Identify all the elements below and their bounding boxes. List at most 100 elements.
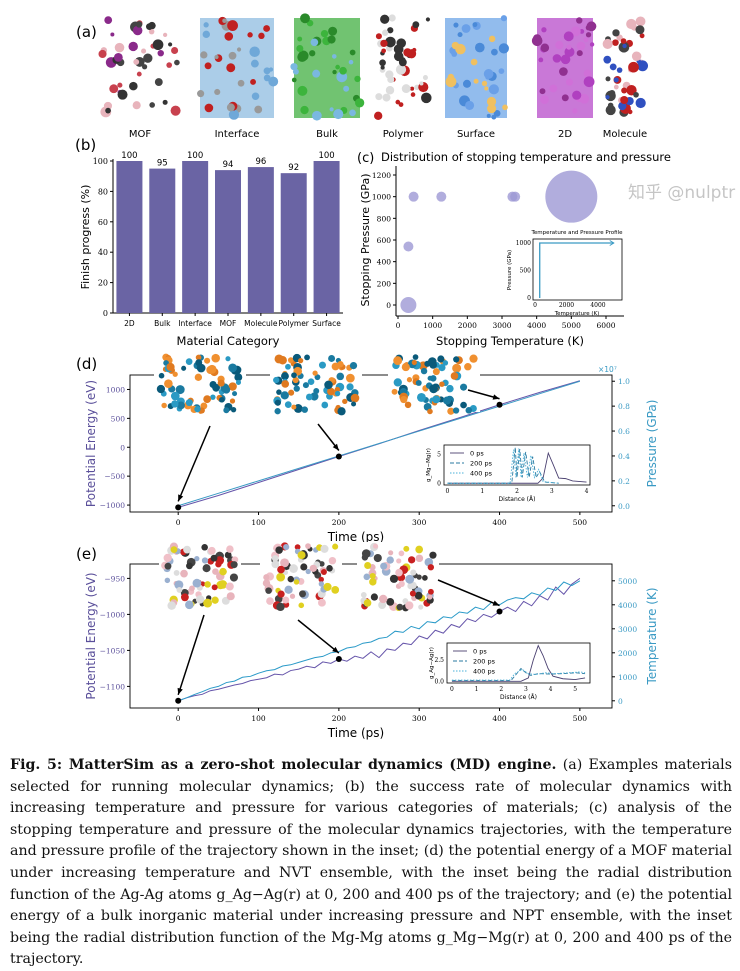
bar-value-label: 100 [318, 151, 334, 161]
atom [304, 354, 310, 361]
x-tick-label: 2D [124, 319, 135, 328]
x-tick-label: 4000 [527, 321, 546, 330]
snapshot-0 [159, 542, 241, 610]
bubble-point [510, 191, 521, 202]
atom [294, 544, 301, 550]
atom [618, 101, 627, 111]
atom [226, 545, 234, 553]
arrowhead-icon [492, 394, 500, 400]
atom [203, 598, 212, 608]
atom [189, 585, 195, 592]
atom [324, 380, 333, 390]
atom [349, 361, 358, 370]
material-label: MOF [129, 129, 151, 140]
y-tick-label: 800 [377, 214, 392, 223]
atom [380, 39, 388, 48]
atom [292, 376, 299, 384]
atom [194, 373, 203, 381]
atom [540, 43, 550, 52]
atom [318, 361, 326, 369]
atom [465, 407, 473, 414]
inset-y-tick-label: 5 [437, 451, 441, 458]
atom [379, 594, 388, 604]
atom [281, 380, 290, 388]
atom [586, 21, 597, 32]
atom [164, 562, 172, 570]
atom [346, 383, 354, 391]
atom [428, 588, 434, 595]
atom [446, 384, 454, 393]
y-axis-label: Stopping Pressure (GPa) [359, 174, 372, 307]
y-tick-label: −950 [104, 574, 125, 583]
atom [541, 27, 547, 33]
atom [488, 84, 499, 95]
rdf-line-dashed [447, 447, 559, 484]
atom [411, 359, 417, 366]
material-structure-mof [98, 16, 181, 118]
bar-polymer [280, 173, 307, 313]
atom [141, 64, 148, 70]
x-tick-label: Surface [312, 319, 341, 328]
series-line-right [178, 380, 581, 507]
atom [481, 80, 488, 87]
y2-tick-label: 0.4 [618, 452, 630, 461]
atom [386, 556, 394, 564]
atom [229, 573, 239, 582]
atom [486, 113, 491, 118]
atom [217, 379, 225, 387]
atom [474, 42, 485, 53]
inset-x-tick-label: 0 [450, 686, 454, 693]
atom [282, 596, 290, 604]
atom [228, 109, 240, 120]
atom [453, 22, 459, 28]
atom [388, 14, 396, 22]
atom [602, 38, 613, 49]
y-tick-label: 1000 [106, 385, 125, 394]
atom [293, 385, 300, 392]
y2-tick-label: 4000 [618, 601, 637, 610]
atom [396, 558, 402, 564]
atom [185, 358, 193, 365]
atom [564, 46, 575, 58]
atom [464, 362, 472, 371]
atom [321, 401, 329, 409]
y-tick-label: 1200 [372, 171, 391, 180]
atom [312, 370, 318, 376]
atom [414, 591, 423, 600]
bar-value-label: 95 [157, 159, 168, 169]
inset-x-tick-label: 2000 [559, 302, 574, 309]
atom [412, 21, 420, 29]
atom [583, 69, 592, 78]
atom [339, 66, 347, 75]
atom [375, 33, 382, 40]
atom [208, 546, 216, 555]
atom [204, 62, 212, 70]
atom [613, 84, 619, 90]
y2-tick-label: 0.8 [618, 402, 630, 411]
atom [385, 70, 394, 79]
series-line-right [178, 580, 581, 702]
atom [432, 395, 441, 404]
atom [176, 587, 183, 593]
bar-value-label: 100 [121, 151, 137, 161]
atom [374, 111, 383, 121]
atom [552, 54, 562, 63]
atom [403, 48, 412, 57]
x-tick-label: Bulk [154, 319, 171, 328]
atom [219, 396, 225, 403]
atom [271, 560, 280, 569]
atom [230, 561, 238, 569]
atom [161, 402, 167, 409]
atom [605, 105, 616, 116]
atom [258, 32, 265, 40]
atom [395, 99, 401, 105]
atom [337, 361, 344, 368]
trajectory-marker [175, 697, 182, 704]
atom [280, 391, 289, 400]
atom [633, 91, 639, 98]
x-axis-label: Time (ps) [327, 726, 384, 740]
bar-interface [182, 161, 209, 313]
atom [583, 76, 595, 88]
atom [185, 399, 193, 407]
x-tick-label: 0 [176, 714, 181, 723]
